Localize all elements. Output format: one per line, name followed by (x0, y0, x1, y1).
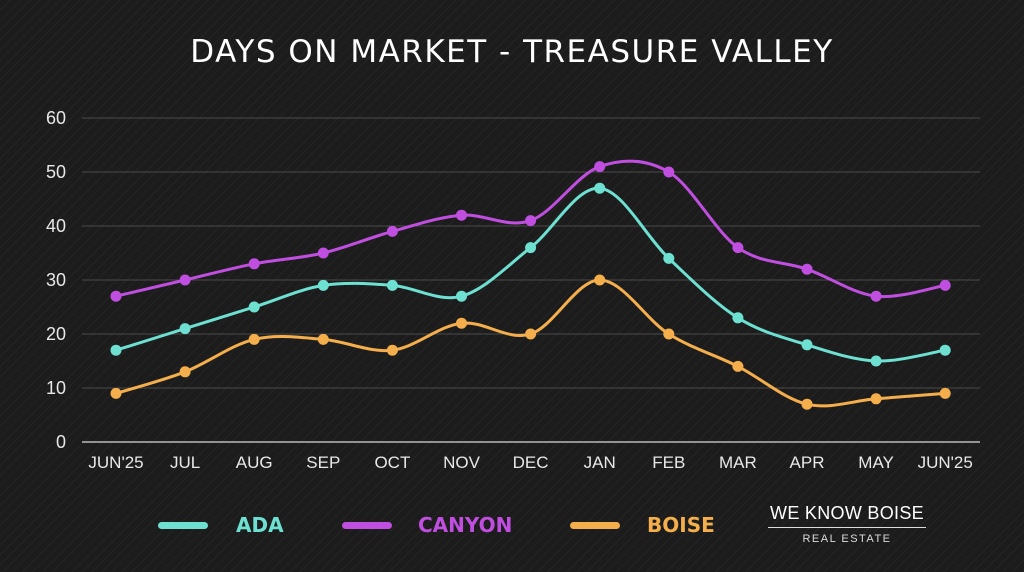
brand-divider (768, 527, 926, 528)
data-point-boise (939, 387, 951, 399)
x-tick-label: APR (790, 453, 825, 472)
data-point-boise (525, 328, 537, 340)
legend-label-canyon: CANYON (418, 513, 513, 537)
legend-item-ada: ADA (158, 510, 288, 540)
brand-tagline: REAL ESTATE (802, 533, 892, 545)
data-point-canyon (386, 225, 398, 237)
x-tick-label: AUG (236, 453, 273, 472)
x-tick-label: DEC (513, 453, 549, 472)
x-tick-label: JUN'25 (88, 453, 143, 472)
data-point-canyon (663, 166, 675, 178)
series-lines (114, 159, 947, 408)
data-point-boise (386, 344, 398, 356)
data-points (110, 161, 951, 410)
data-point-canyon (110, 290, 122, 302)
data-point-boise (870, 393, 882, 405)
data-point-boise (594, 274, 606, 286)
data-point-ada (663, 252, 675, 264)
data-point-canyon (939, 279, 951, 291)
data-point-boise (456, 317, 467, 329)
y-tick-label: 50 (46, 162, 66, 182)
data-point-canyon (456, 209, 467, 221)
brand-logo: WE KNOW BOISE REAL ESTATE (766, 503, 928, 545)
y-tick-label: 0 (56, 432, 66, 452)
data-point-boise (317, 333, 329, 345)
data-point-ada (317, 279, 329, 291)
x-tick-label: MAR (719, 453, 757, 472)
data-point-ada (456, 290, 467, 302)
data-point-boise (248, 333, 260, 345)
x-tick-label: FEB (652, 453, 685, 472)
data-point-boise (801, 398, 813, 410)
x-tick-label: JUL (170, 453, 200, 472)
y-tick-label: 60 (46, 108, 66, 128)
data-point-ada (386, 279, 398, 291)
data-point-canyon (594, 161, 606, 173)
data-point-canyon (248, 258, 260, 270)
axes: 0 10 20 30 40 50 60 JUN'25 JUL AUG SEP OCT NOV DEC JAN… (46, 108, 973, 472)
grid-lines (82, 117, 980, 443)
x-tick-label: JAN (584, 453, 616, 472)
y-tick-label: 40 (46, 216, 66, 236)
y-tick-label: 20 (46, 324, 66, 344)
legend-swatch-canyon (342, 522, 392, 529)
series-line-canyon (114, 159, 947, 299)
data-point-canyon (525, 215, 537, 227)
legend-swatch-ada (158, 522, 208, 529)
data-point-canyon (179, 274, 191, 286)
data-point-ada (732, 312, 744, 324)
data-point-canyon (317, 247, 329, 259)
legend-label-boise: BOISE (647, 513, 715, 537)
legend-swatch-boise (570, 522, 620, 529)
y-tick-label: 10 (46, 378, 66, 398)
x-tick-label: MAY (858, 453, 894, 472)
chart-title: DAYS ON MARKET - TREASURE VALLEY (190, 34, 834, 70)
series-line-boise (114, 278, 947, 408)
data-point-boise (732, 360, 744, 372)
data-point-boise (663, 328, 675, 340)
data-point-canyon (870, 290, 882, 302)
data-point-ada (594, 182, 606, 194)
data-point-canyon (801, 263, 813, 275)
data-point-ada (179, 323, 191, 335)
x-tick-label: JUN'25 (918, 453, 973, 472)
data-point-boise (110, 387, 122, 399)
data-point-ada (939, 344, 951, 356)
data-point-ada (110, 344, 122, 356)
legend-item-boise: BOISE (570, 510, 720, 540)
data-point-ada (801, 339, 813, 351)
brand-name: WE KNOW BOISE (770, 503, 924, 523)
x-tick-label: NOV (443, 453, 481, 472)
y-tick-label: 30 (46, 270, 66, 290)
x-tick-label: OCT (374, 453, 410, 472)
data-point-boise (179, 366, 191, 378)
legend-label-ada: ADA (236, 513, 284, 537)
legend-item-canyon: CANYON (342, 510, 522, 540)
data-point-ada (248, 301, 260, 313)
data-point-ada (870, 355, 882, 367)
data-point-canyon (732, 242, 744, 254)
x-tick-label: SEP (306, 453, 340, 472)
data-point-ada (525, 242, 537, 254)
